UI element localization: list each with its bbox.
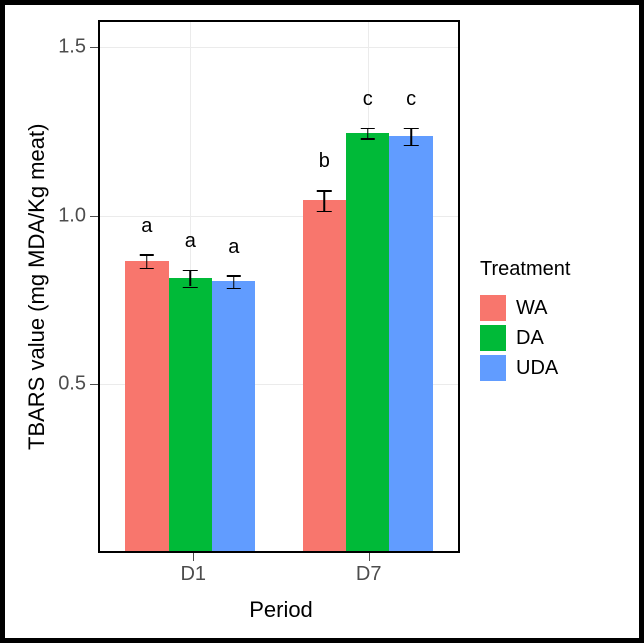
legend-swatch <box>480 355 506 381</box>
error-bar-cap <box>317 190 331 192</box>
chart-container: TBARS value (mg MDA/Kg meat) 0.5 1.0 1.5 a… <box>20 20 624 623</box>
legend-swatch <box>480 295 506 321</box>
error-bar <box>233 275 235 287</box>
error-bar-cap <box>140 254 154 256</box>
significance-label: b <box>319 150 330 173</box>
error-bar <box>324 190 326 210</box>
significance-label: c <box>406 88 416 111</box>
y-tick-mark <box>90 384 98 385</box>
x-axis-title: Period <box>249 597 313 623</box>
legend-item: WA <box>480 295 570 321</box>
error-bar-cap <box>183 287 197 289</box>
bar <box>125 261 168 553</box>
bar <box>169 278 212 553</box>
error-bar-cap <box>317 211 331 213</box>
x-axis: Period D1 D7 <box>102 553 460 623</box>
legend-label: DA <box>516 327 544 350</box>
legend-item: DA <box>480 325 570 351</box>
error-bar-cap <box>140 268 154 270</box>
error-bar <box>190 270 192 287</box>
legend-title: Treatment <box>480 258 570 281</box>
legend-label: UDA <box>516 357 558 380</box>
y-axis-ticks: 0.5 1.0 1.5 <box>50 20 98 553</box>
error-bar-cap <box>183 270 197 272</box>
legend-swatch <box>480 325 506 351</box>
legend: Treatment WA DA UDA <box>460 258 570 385</box>
significance-label: a <box>185 230 196 253</box>
error-bar <box>367 128 369 138</box>
error-bar <box>410 128 412 145</box>
significance-label: a <box>228 236 239 259</box>
error-bar-cap <box>227 288 241 290</box>
bar <box>303 200 346 553</box>
bar <box>212 281 255 553</box>
error-bar-cap <box>360 138 374 140</box>
bar <box>346 133 389 553</box>
legend-label: WA <box>516 297 547 320</box>
y-tick-mark <box>90 216 98 217</box>
y-tick-label: 1.0 <box>58 204 86 227</box>
figure-frame: TBARS value (mg MDA/Kg meat) 0.5 1.0 1.5 a… <box>0 0 644 643</box>
gridline-horizontal <box>98 47 460 48</box>
x-tick-label: D7 <box>356 563 382 586</box>
plot-column: TBARS value (mg MDA/Kg meat) 0.5 1.0 1.5 a… <box>20 20 460 623</box>
plot-panel: a a a b c c <box>98 20 460 553</box>
significance-label: a <box>141 215 152 238</box>
x-tick-mark <box>369 553 370 561</box>
y-tick-label: 1.5 <box>58 35 86 58</box>
error-bar-cap <box>404 128 418 130</box>
error-bar-cap <box>360 128 374 130</box>
x-tick-label: D1 <box>180 563 206 586</box>
y-axis-title: TBARS value (mg MDA/Kg meat) <box>20 20 50 553</box>
error-bar <box>146 254 148 267</box>
x-tick-mark <box>193 553 194 561</box>
error-bar-cap <box>404 145 418 147</box>
y-tick-label: 0.5 <box>58 373 86 396</box>
legend-items: WA DA UDA <box>480 291 570 385</box>
significance-label: c <box>363 88 373 111</box>
bar <box>389 136 432 553</box>
error-bar-cap <box>227 275 241 277</box>
legend-item: UDA <box>480 355 570 381</box>
plot-row: TBARS value (mg MDA/Kg meat) 0.5 1.0 1.5 a… <box>20 20 460 553</box>
y-tick-mark <box>90 47 98 48</box>
